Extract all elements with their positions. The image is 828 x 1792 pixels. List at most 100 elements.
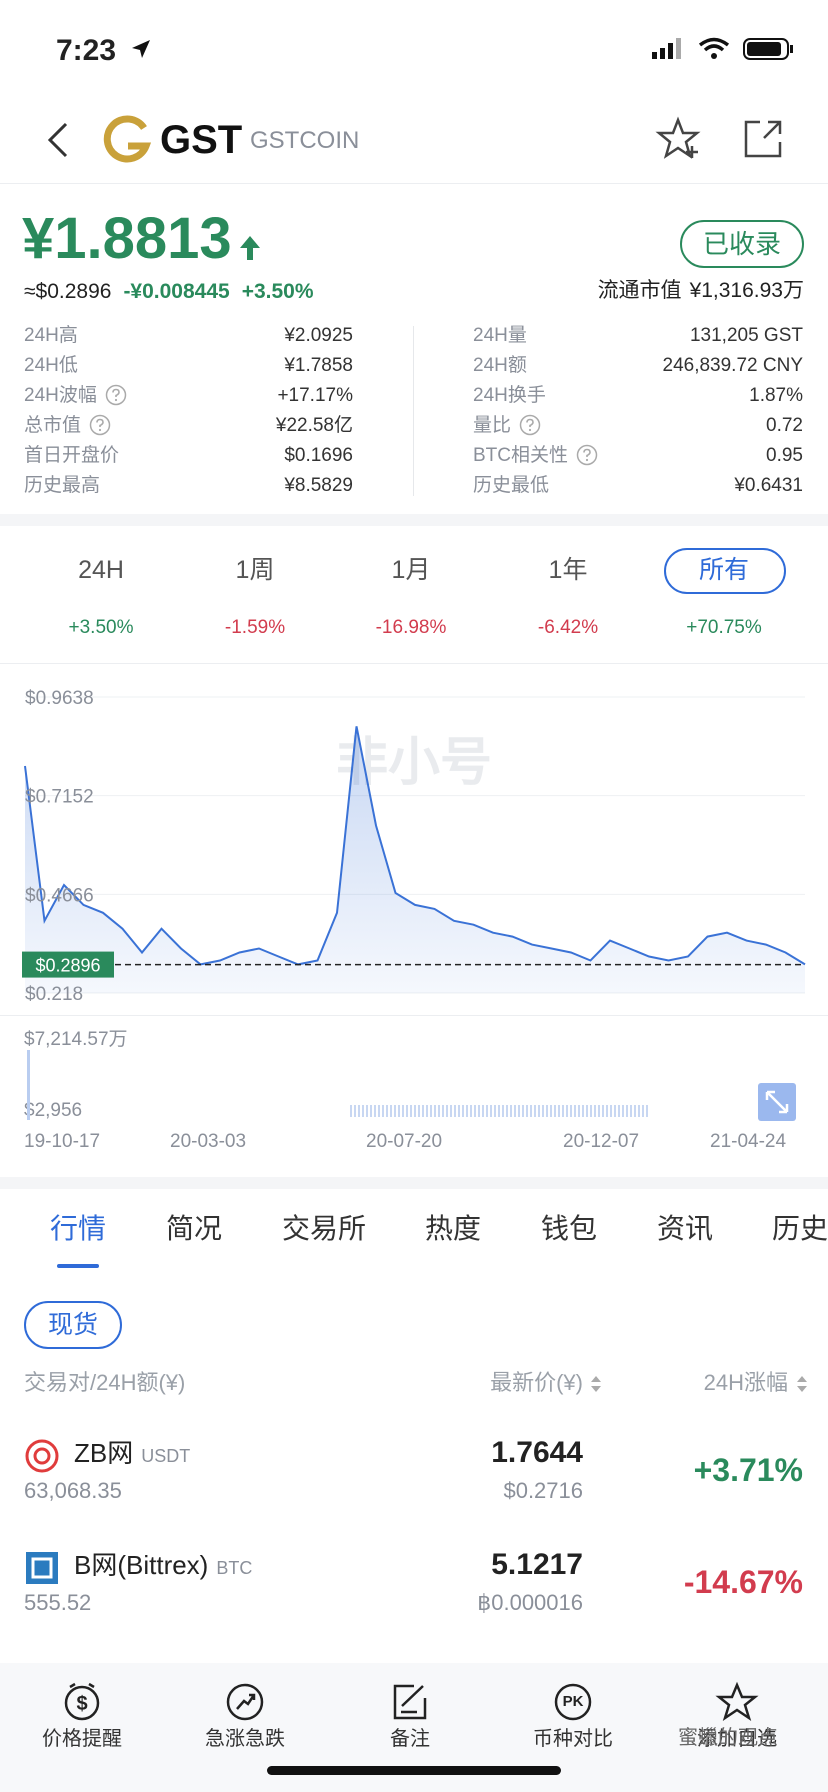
period-tab[interactable]: 1年 — [548, 556, 588, 584]
market-cap-value: ¥1,316.93万 — [689, 279, 804, 302]
date-label: 19-10-17 — [24, 1131, 101, 1152]
stat-label: 24H额 — [473, 355, 527, 376]
quote-asset: USDT — [141, 1446, 191, 1466]
period-change: +70.75% — [686, 617, 762, 638]
stat-label: 24H量 — [473, 325, 527, 346]
stat-value: 1.87% — [749, 385, 803, 406]
nav-label[interactable]: 添加自选 — [697, 1728, 777, 1750]
period-tab[interactable]: 1月 — [391, 556, 431, 584]
nav-label[interactable]: 急涨急跌 — [205, 1728, 285, 1750]
expand-button[interactable] — [758, 1083, 796, 1121]
tab[interactable]: 热度 — [425, 1213, 482, 1244]
volume-max-label: $7,214.57万 — [24, 1029, 128, 1050]
table-header[interactable]: 24H涨幅 — [703, 1370, 788, 1395]
price-chart: 非小号$0.2896$0.218$0.4666$0.7152$0.9638 — [22, 688, 806, 1005]
nav-icon[interactable] — [225, 1682, 265, 1722]
period-change: -16.98% — [375, 617, 447, 638]
nav-icon[interactable] — [553, 1682, 593, 1722]
current-price-tag — [22, 951, 114, 978]
volume-spike — [27, 1050, 30, 1120]
stat-value: 131,205 GST — [689, 325, 803, 346]
stat-label: 首日开盘价 — [24, 445, 120, 466]
stat-label: 24H低 — [24, 355, 78, 376]
period-change: +3.50% — [68, 617, 134, 638]
tab[interactable]: 交易所 — [282, 1213, 367, 1244]
nav-icon[interactable] — [715, 1681, 759, 1722]
stat-value: ¥8.5829 — [284, 475, 353, 496]
stat-value: 0.72 — [766, 415, 803, 436]
stats-divider — [413, 326, 414, 496]
stat-value: 0.95 — [766, 445, 803, 466]
pair-price: 5.1217 — [491, 1548, 583, 1581]
pair-price-alt: ฿0.000016 — [477, 1590, 583, 1615]
exchange-name[interactable]: ZB网 — [74, 1438, 134, 1468]
tab[interactable]: 钱包 — [541, 1213, 598, 1244]
period-tab[interactable]: 1周 — [235, 556, 275, 584]
status-time: 7:23 — [56, 34, 117, 67]
tab[interactable]: 资讯 — [657, 1213, 714, 1244]
tab[interactable]: 历史 — [772, 1213, 828, 1244]
nav-icon-text: PK — [562, 1693, 584, 1710]
stat-label: 24H高 — [24, 325, 78, 346]
table-header[interactable]: 最新价(¥) — [490, 1370, 583, 1395]
pair-change: -14.67% — [683, 1564, 803, 1600]
current-price-label: $0.2896 — [35, 956, 100, 976]
period-change: -1.59% — [224, 617, 286, 638]
exchange-icon — [25, 1439, 59, 1473]
y-tick-label: $0.9638 — [25, 688, 94, 709]
share-button[interactable] — [742, 118, 784, 160]
exchange-icon — [26, 1552, 58, 1584]
help-icon[interactable] — [519, 414, 541, 436]
sort-icon[interactable] — [590, 1374, 602, 1394]
spot-button[interactable]: 现货 — [24, 1301, 122, 1349]
table-header: 交易对/24H额(¥) — [24, 1370, 186, 1395]
stat-value: ¥2.0925 — [284, 325, 353, 346]
price-change-row: ≈$0.2896 -¥0.008445 +3.50% — [24, 281, 314, 302]
stat-label: 量比 — [473, 415, 512, 436]
help-icon[interactable] — [576, 444, 598, 466]
nav-icon[interactable] — [390, 1682, 430, 1722]
stat-value: ¥0.6431 — [734, 475, 803, 496]
nav-label[interactable]: 备注 — [390, 1728, 430, 1750]
location-icon — [132, 40, 150, 58]
exchange-name[interactable]: B网(Bittrex) — [74, 1550, 209, 1580]
watermark: 蜜蠟的观点 — [678, 1727, 778, 1749]
date-label: 20-03-03 — [170, 1131, 247, 1152]
stat-value: ¥1.7858 — [284, 355, 353, 376]
tab[interactable]: 行情 — [50, 1213, 107, 1244]
help-icon[interactable] — [89, 414, 111, 436]
listed-badge[interactable]: 已收录 — [680, 220, 804, 268]
price-change: -¥0.008445 — [123, 280, 230, 303]
volume-min-label: $2,956 — [24, 1100, 83, 1121]
nav-label[interactable]: 价格提醒 — [42, 1728, 122, 1750]
stat-value: ¥22.58亿 — [275, 415, 353, 436]
stat-label: 历史最高 — [24, 475, 101, 496]
stat-value: +17.17% — [277, 385, 353, 406]
nav-icon-text: $ — [76, 1693, 88, 1715]
coin-name: GSTCOIN — [250, 127, 360, 154]
y-tick-label: $0.4666 — [25, 885, 94, 906]
coin-logo — [103, 115, 152, 163]
divider — [0, 183, 828, 184]
current-price: ¥1.8813 — [22, 206, 232, 271]
stat-label: 总市值 — [24, 415, 82, 436]
favorite-button[interactable] — [655, 116, 702, 162]
period-tab[interactable]: 24H — [78, 556, 124, 584]
back-button[interactable] — [44, 122, 74, 158]
period-tab[interactable]: 所有 — [698, 556, 749, 584]
tab-underline — [57, 1264, 99, 1268]
tab[interactable]: 简况 — [166, 1213, 223, 1244]
period-change: -6.42% — [537, 617, 599, 638]
stat-label: 24H波幅 — [24, 385, 97, 406]
nav-icon[interactable] — [62, 1682, 102, 1722]
date-label: 20-07-20 — [366, 1131, 443, 1152]
market-cap-label: 流通市值 — [597, 279, 682, 302]
nav-label[interactable]: 币种对比 — [533, 1728, 613, 1750]
quote-asset: BTC — [216, 1558, 253, 1578]
y-tick-label: $0.218 — [25, 984, 83, 1005]
section-gap — [0, 514, 828, 526]
sort-icon[interactable] — [796, 1374, 808, 1394]
market-cap: 流通市值 ¥1,316.93万 — [598, 280, 804, 301]
help-icon[interactable] — [105, 384, 127, 406]
pair-price-alt: $0.2716 — [503, 1478, 583, 1503]
